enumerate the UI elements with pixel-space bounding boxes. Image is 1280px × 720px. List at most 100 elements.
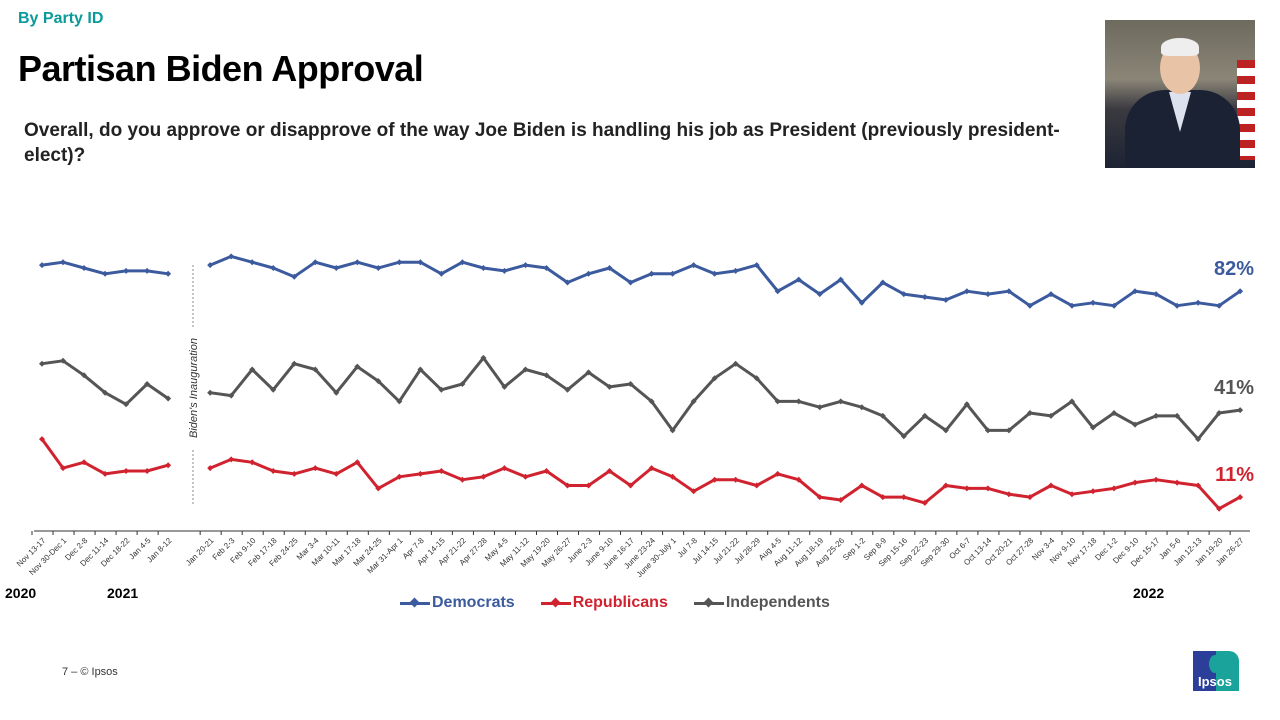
data-point-independents [585,369,592,376]
legend-democrats: Democrats [400,594,515,612]
data-point-independents [1153,412,1160,419]
data-point-democrats [1153,291,1160,298]
data-point-democrats [270,265,277,271]
data-point-democrats [333,265,340,271]
data-point-republicans [1216,505,1223,512]
data-point-independents [627,381,634,387]
data-point-republicans [1005,491,1012,498]
data-point-republicans [375,485,382,492]
legend-label: Democrats [432,594,515,611]
data-point-republicans [333,470,340,477]
data-point-independents [879,412,886,419]
data-point-independents [480,354,487,361]
data-point-democrats [837,276,844,283]
data-point-republicans [1174,479,1181,486]
data-point-democrats [900,291,907,298]
data-point-democrats [1174,302,1181,309]
data-point-democrats [81,265,88,271]
data-point-democrats [1216,302,1223,309]
data-point-democrats [564,279,571,286]
data-point-republicans [60,465,67,472]
legend-label: Republicans [572,594,668,611]
data-point-independents [144,381,151,387]
data-point-independents [165,395,172,402]
legend-marker-icon [693,597,724,607]
data-point-democrats [291,273,298,280]
data-point-independents [1216,410,1223,416]
data-point-republicans [732,476,739,483]
data-point-democrats [1005,288,1012,295]
data-point-democrats [207,262,214,269]
data-point-republicans [1132,479,1139,486]
data-point-democrats [1132,288,1139,295]
data-point-republicans [144,468,151,474]
data-point-democrats [522,262,529,269]
data-point-independents [1026,410,1033,416]
flag-graphic [1237,60,1255,160]
data-point-democrats [354,259,361,266]
data-point-independents [795,398,802,405]
data-point-democrats [984,291,991,298]
data-point-independents [249,366,256,373]
data-point-independents [816,404,823,411]
legend-marker-icon [400,597,430,607]
data-point-republicans [753,482,760,489]
hair-graphic [1161,38,1199,56]
data-point-democrats [123,267,130,274]
legend-independents: Independents [693,594,830,612]
data-point-republicans [837,497,844,503]
data-point-independents [648,398,655,405]
data-point-democrats [501,267,508,274]
data-point-independents [1111,410,1118,416]
data-point-democrats [396,259,403,266]
data-point-republicans [900,494,907,501]
data-point-democrats [1047,291,1054,298]
data-point-democrats [690,262,697,269]
year-label-2020: 2020 [5,585,37,601]
data-point-democrats [732,267,739,274]
data-point-republicans [774,470,781,477]
data-point-independents [291,360,298,367]
data-point-republicans [627,482,634,489]
data-point-republicans [1026,494,1033,501]
data-point-republicans [564,482,571,489]
data-point-republicans [396,473,403,480]
data-point-republicans [711,476,718,483]
data-point-republicans [921,499,928,506]
data-point-democrats [627,279,634,286]
data-point-republicans [648,465,655,472]
data-point-republicans [669,473,676,480]
data-point-democrats [648,270,655,277]
data-point-democrats [774,288,781,295]
end-label-democrats: 82% [1214,258,1254,280]
data-point-republicans [522,473,529,480]
data-point-republicans [795,476,802,483]
data-point-republicans [963,485,970,492]
data-point-republicans [102,470,109,477]
data-point-democrats [606,265,613,271]
data-point-democrats [795,276,802,283]
data-point-republicans [39,436,45,443]
data-point-democrats [375,265,382,271]
data-point-independents [270,386,277,393]
survey-question: Overall, do you approve or disapprove of… [24,120,1060,166]
data-point-democrats [459,259,466,266]
data-point-republicans [165,462,172,469]
year-label-2022: 2022 [1133,585,1165,601]
data-point-democrats [228,253,235,260]
data-point-independents [1237,407,1244,414]
data-point-democrats [1068,302,1075,309]
end-label-republicans: 11% [1215,464,1254,486]
data-point-republicans [480,473,487,480]
data-point-republicans [1195,482,1202,489]
page-title: Partisan Biden Approval [18,48,424,89]
president-photo [1105,20,1255,168]
series-independents: 41% [39,354,1254,443]
data-point-republicans [1090,488,1096,495]
data-point-republicans [816,494,823,501]
data-point-republicans [942,482,949,489]
data-point-democrats [60,259,67,266]
legend-label: Independents [725,594,830,611]
data-point-republicans [312,465,319,472]
